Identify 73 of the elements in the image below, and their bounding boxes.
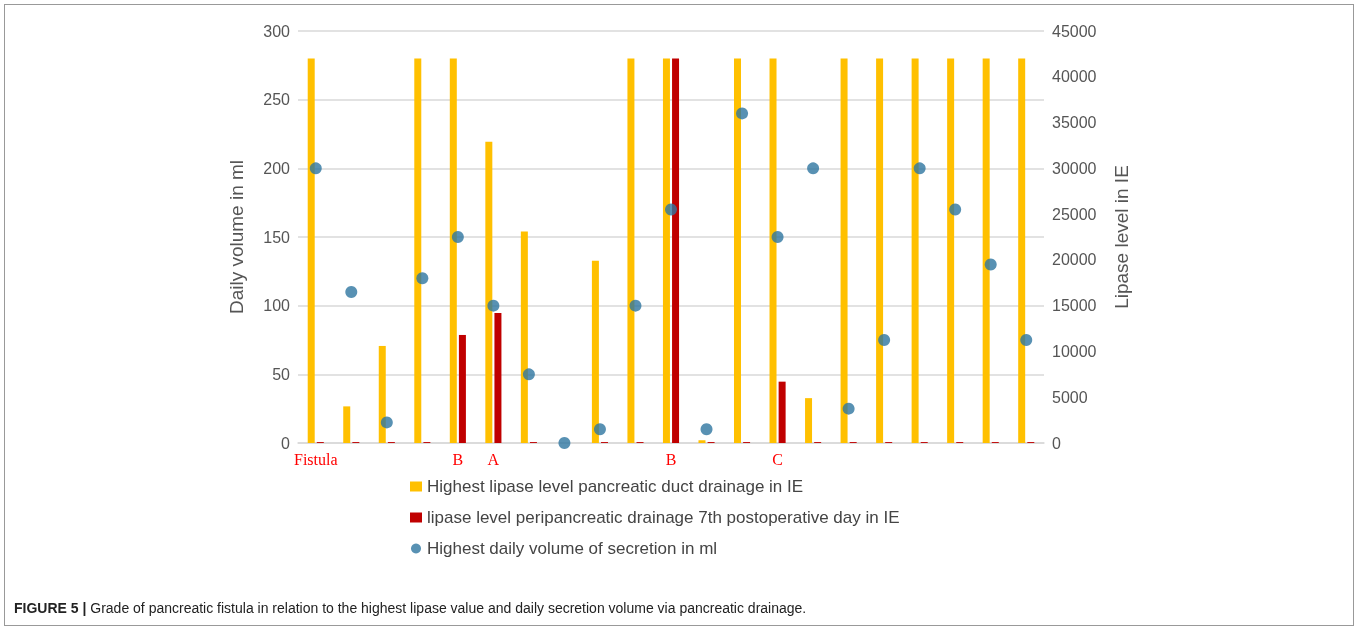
bar	[840, 58, 848, 443]
y2-tick-label: 15000	[1052, 297, 1097, 315]
point	[878, 334, 891, 346]
y2-tick-label: 5000	[1052, 388, 1088, 406]
bar	[769, 58, 777, 443]
y-tick-label: 200	[263, 159, 291, 177]
legend-label: lipase level peripancreatic drainage 7th postoperative day in IE	[427, 508, 900, 527]
bar	[672, 58, 680, 443]
bar	[947, 58, 955, 443]
y2-tick-label: 10000	[1052, 342, 1097, 360]
point	[380, 416, 393, 429]
point	[558, 437, 571, 449]
bar	[1018, 58, 1026, 443]
y2-tick-label: 30000	[1052, 159, 1097, 177]
x-tick-label: A	[487, 450, 500, 468]
point	[522, 368, 535, 381]
y2-tick-label: 35000	[1052, 114, 1097, 132]
point	[913, 162, 926, 175]
bar	[982, 58, 990, 443]
y-tick-label: 100	[263, 297, 291, 315]
bar	[343, 406, 351, 443]
bar	[458, 334, 466, 443]
bar	[591, 260, 599, 443]
y2-tick-label: 45000	[1052, 22, 1097, 40]
y-tick-label: 300	[263, 22, 291, 40]
point	[593, 423, 606, 436]
point	[345, 285, 358, 298]
bar	[485, 141, 493, 443]
point	[416, 272, 429, 285]
point	[309, 162, 322, 175]
point	[629, 299, 642, 312]
legend-label: Highest daily volume of secretion in ml	[427, 539, 718, 558]
point	[700, 423, 713, 436]
y-tick-label: 50	[272, 365, 291, 383]
point	[665, 203, 677, 216]
x-tick-label: C	[772, 450, 783, 468]
point	[487, 299, 500, 312]
point	[771, 231, 784, 243]
point	[451, 231, 464, 243]
bar	[778, 381, 786, 443]
y2-tick-label: 0	[1052, 434, 1061, 452]
legend-label: Highest lipase level pancreatic duct drainage in IE	[427, 477, 804, 496]
point	[736, 107, 749, 120]
bar	[734, 58, 741, 443]
x-tick-label: B	[452, 450, 464, 468]
bar	[662, 58, 670, 443]
x-tick-label: B	[665, 450, 677, 468]
y2-tick-label: 20000	[1052, 251, 1097, 269]
y2-tick-label: 40000	[1052, 68, 1097, 86]
point	[949, 203, 962, 216]
bar	[805, 398, 813, 443]
caption: FIGURE 5 | Grade of pancreatic fistula in relation to the highest lipase value and daily secretion volume via pancreatic drainage.	[14, 600, 807, 616]
y-tick-label: 150	[263, 228, 291, 246]
y-tick-label: 0	[281, 434, 291, 452]
point	[1020, 334, 1033, 346]
y-tick-label: 250	[263, 91, 291, 109]
y2-axis-title: Lipase level in IE	[1111, 165, 1132, 309]
bar	[307, 58, 315, 443]
point	[807, 162, 820, 175]
bar	[414, 58, 422, 443]
bar	[520, 231, 528, 443]
x-tick-label: Fistula	[293, 450, 338, 468]
bar	[494, 312, 502, 443]
bar	[698, 440, 706, 443]
y2-tick-label: 25000	[1052, 205, 1097, 223]
bar	[911, 58, 919, 443]
bar	[876, 58, 884, 443]
y-axis-title: Daily volume in ml	[226, 159, 247, 315]
bar	[378, 345, 386, 443]
bar	[449, 58, 457, 443]
point	[984, 258, 997, 271]
point	[842, 402, 855, 415]
bar	[627, 58, 635, 443]
